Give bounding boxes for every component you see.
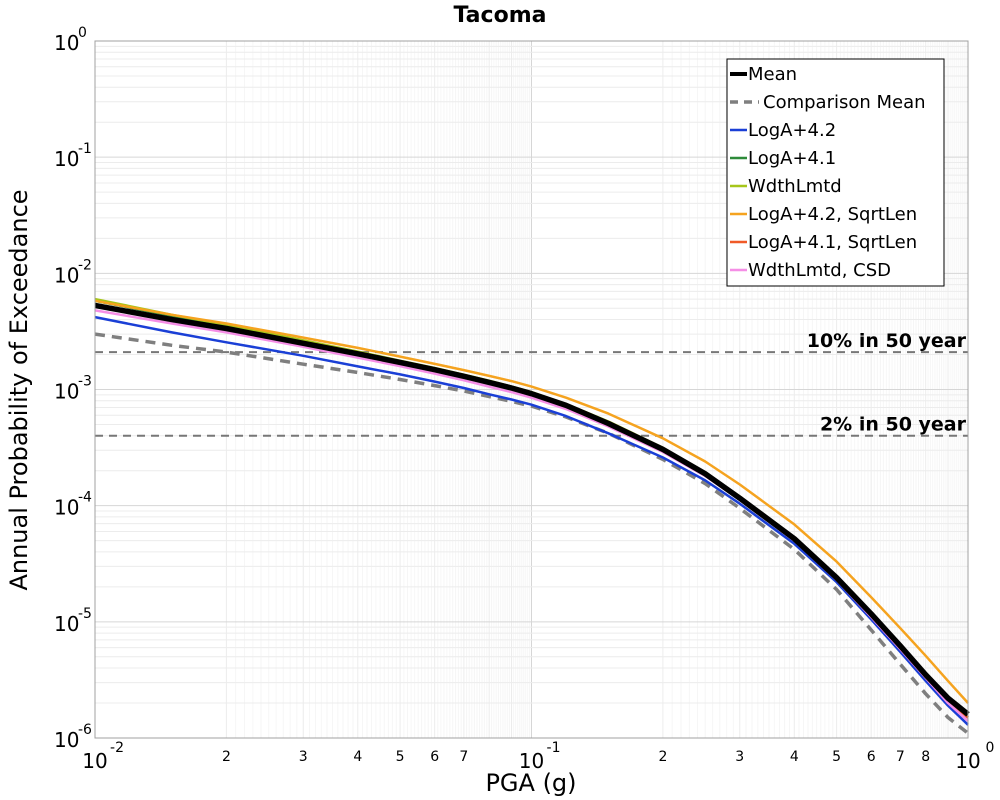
legend-label: WdthLmtd — [748, 176, 842, 197]
x-minor-tick-label: 2 — [658, 749, 667, 765]
x-tick-base: 10 — [955, 749, 980, 773]
chart-title: Tacoma — [454, 3, 547, 28]
y-tick-base: 10 — [54, 496, 79, 520]
legend-item: WdthLmtd, CSD — [730, 260, 891, 281]
legend-box — [726, 58, 945, 287]
x-minor-tick-label: 5 — [396, 749, 405, 765]
y-tick-exponent: -6 — [78, 722, 92, 738]
legend-label: LogA+4.2, SqrtLen — [748, 204, 917, 225]
y-tick-exponent: -2 — [78, 257, 92, 273]
series-line-loga-4-2-sqrtlen — [94, 299, 969, 704]
legend-item: LogA+4.2, SqrtLen — [730, 204, 917, 225]
legend-item: Mean — [730, 64, 797, 85]
legend-item: LogA+4.2 — [730, 120, 836, 141]
y-tick-base: 10 — [54, 147, 79, 171]
plot-frame — [94, 40, 969, 739]
x-tick-exponent: -2 — [110, 740, 124, 756]
legend-label: WdthLmtd, CSD — [748, 260, 891, 281]
x-minor-tick-label: 6 — [867, 749, 876, 765]
x-tick-base: 10 — [519, 749, 544, 773]
legend-item: WdthLmtd — [730, 176, 842, 197]
x-minor-tick-label: 3 — [299, 749, 308, 765]
legend-item: Comparison Mean — [730, 92, 926, 113]
series-line-mean — [94, 302, 970, 717]
series-line-loga-4-2 — [94, 315, 969, 726]
reference-line-label: 10% in 50 year — [807, 330, 967, 352]
y-tick-exponent: -5 — [78, 606, 92, 622]
y-major-tick-label: 10-4 — [54, 490, 92, 520]
x-minor-tick-label: 6 — [430, 749, 439, 765]
x-axis-title: PGA (g) — [485, 769, 576, 797]
y-major-tick-label: 100 — [54, 25, 87, 55]
y-tick-exponent: -3 — [78, 374, 92, 390]
x-minor-tick-label: 3 — [735, 749, 744, 765]
y-major-tick-label: 10-3 — [54, 374, 92, 404]
x-minor-tick-label: 5 — [832, 749, 841, 765]
legend-label: LogA+4.1, SqrtLen — [748, 232, 917, 253]
reference-line-label: 2% in 50 year — [820, 414, 967, 436]
y-tick-base: 10 — [54, 263, 79, 287]
x-major-tick-label: 10 0 — [955, 740, 994, 773]
legend-label: LogA+4.1 — [748, 148, 836, 169]
x-minor-tick-label: 4 — [353, 749, 362, 765]
legend-item: LogA+4.1, SqrtLen — [730, 232, 917, 253]
y-axis-title: Annual Probability of Exceedance — [5, 189, 33, 590]
y-tick-base: 10 — [54, 31, 79, 55]
y-major-tick-label: 10-6 — [54, 722, 92, 752]
y-major-tick-label: 10-1 — [54, 141, 92, 171]
legend-item: LogA+4.1 — [730, 148, 836, 169]
y-major-tick-label: 10-5 — [54, 606, 92, 636]
y-tick-exponent: 0 — [78, 25, 87, 41]
series-group — [94, 297, 970, 735]
x-major-tick-label: 10-2 — [82, 740, 124, 773]
y-tick-base: 10 — [54, 380, 79, 404]
legend-label: Comparison Mean — [763, 92, 926, 113]
x-minor-tick-label: 7 — [459, 749, 468, 765]
x-tick-exponent: -1 — [547, 740, 561, 756]
legend: Mean Comparison Mean LogA+4.2 LogA+4.1 WdthL… — [726, 58, 945, 287]
x-minor-tick-label: 7 — [896, 749, 905, 765]
x-tick-base: 10 — [82, 749, 107, 773]
x-major-tick-label: 10-1 — [519, 740, 561, 773]
y-tick-exponent: -4 — [78, 490, 92, 506]
x-minor-tick-label: 2 — [222, 749, 231, 765]
x-minor-tick-label: 8 — [921, 749, 930, 765]
y-major-tick-label: 10-2 — [54, 257, 92, 287]
y-tick-base: 10 — [54, 728, 79, 752]
x-tick-exponent: 0 — [986, 740, 995, 756]
x-minor-tick-label: 4 — [790, 749, 799, 765]
legend-label: LogA+4.2 — [748, 120, 836, 141]
legend-label: Mean — [748, 64, 797, 85]
y-tick-base: 10 — [54, 612, 79, 636]
y-tick-exponent: -1 — [78, 141, 92, 157]
reference-lines: 10% in 50 year 2% in 50 year — [95, 330, 968, 437]
